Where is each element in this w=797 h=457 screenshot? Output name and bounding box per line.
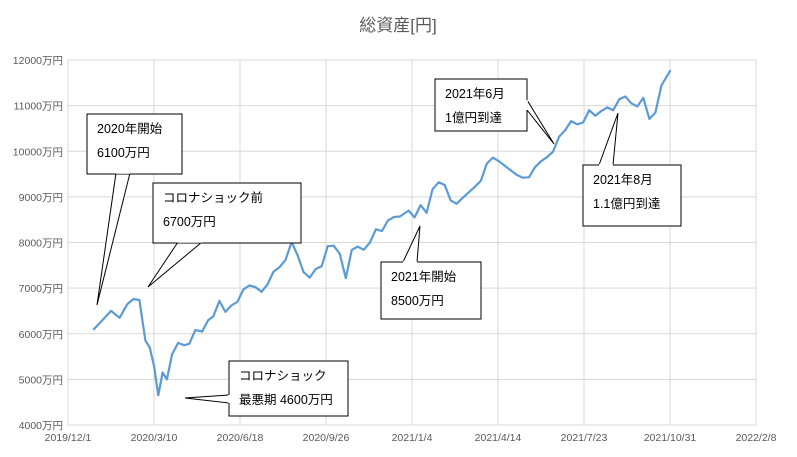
y-tick-label: 8000万円 <box>19 238 63 250</box>
x-tick-label: 2021/7/23 <box>561 432 608 444</box>
callout-text: 2021年8月 <box>593 173 653 187</box>
y-tick-label: 11000万円 <box>14 101 63 113</box>
callout-text: コロナショック <box>239 369 327 383</box>
y-axis-tick-labels: 4000万円 5000万円 6000万円 7000万円 8000万円 9000万円 1000… <box>13 55 63 432</box>
y-tick-label: 4000万円 <box>19 420 63 432</box>
callout-text: 1億円到達 <box>445 111 502 125</box>
x-tick-label: 2022/2/8 <box>736 432 777 444</box>
x-tick-label: 2019/12/1 <box>45 432 92 444</box>
callout-box <box>582 164 682 227</box>
callout: 2020年開始 6100万円 <box>86 113 183 306</box>
series-line <box>92 69 672 397</box>
callout-box <box>228 360 349 417</box>
callout-text: 2021年6月 <box>445 87 505 101</box>
chart-title: 総資産[円] <box>359 16 436 35</box>
x-tick-label: 2020/9/26 <box>303 432 350 444</box>
x-tick-label: 2020/3/10 <box>131 432 178 444</box>
callout-pointer <box>96 172 131 306</box>
callout-pointer <box>184 394 230 404</box>
y-tick-label: 7000万円 <box>19 283 63 295</box>
y-tick-label: 12000万円 <box>13 55 63 67</box>
callout-box <box>86 113 183 175</box>
callout: 2021年6月 1億円到達 <box>434 78 555 145</box>
callout-text: 最悪期 4600万円 <box>239 393 333 407</box>
callout-text: 2020年開始 <box>97 122 163 136</box>
callout-text: 6700万円 <box>163 215 216 229</box>
callout-text: 2021年開始 <box>391 270 457 284</box>
x-axis-tick-labels: 2019/12/1 2020/3/10 2020/6/18 2020/9/26 2021… <box>45 432 777 444</box>
callout-box <box>434 78 528 132</box>
callout-text: コロナショック前 <box>163 190 263 205</box>
callout-pointer <box>526 98 555 145</box>
callout-pointer <box>598 112 619 166</box>
callout-box <box>380 261 482 320</box>
callout-box <box>152 182 302 244</box>
x-tick-label: 2020/6/18 <box>217 432 264 444</box>
y-tick-label: 10000万円 <box>13 146 63 158</box>
y-tick-label: 6000万円 <box>19 329 63 341</box>
callout-text: 1.1億円到達 <box>593 197 661 211</box>
y-tick-label: 9000万円 <box>19 192 63 204</box>
callout-text: 8500万円 <box>391 294 444 308</box>
callout-text: 6100万円 <box>97 146 150 160</box>
x-tick-label: 2021/4/14 <box>475 432 522 444</box>
x-tick-label: 2021/10/31 <box>644 432 697 444</box>
callout: 2021年8月 1.1億円到達 <box>582 112 682 227</box>
callout: 2021年開始 8500万円 <box>380 225 482 320</box>
series-layer <box>92 69 672 397</box>
callout-pointer <box>147 241 204 288</box>
callout: コロナショック前 6700万円 <box>147 182 302 288</box>
x-tick-label: 2021/1/4 <box>392 432 433 444</box>
y-tick-label: 5000万円 <box>19 374 63 386</box>
